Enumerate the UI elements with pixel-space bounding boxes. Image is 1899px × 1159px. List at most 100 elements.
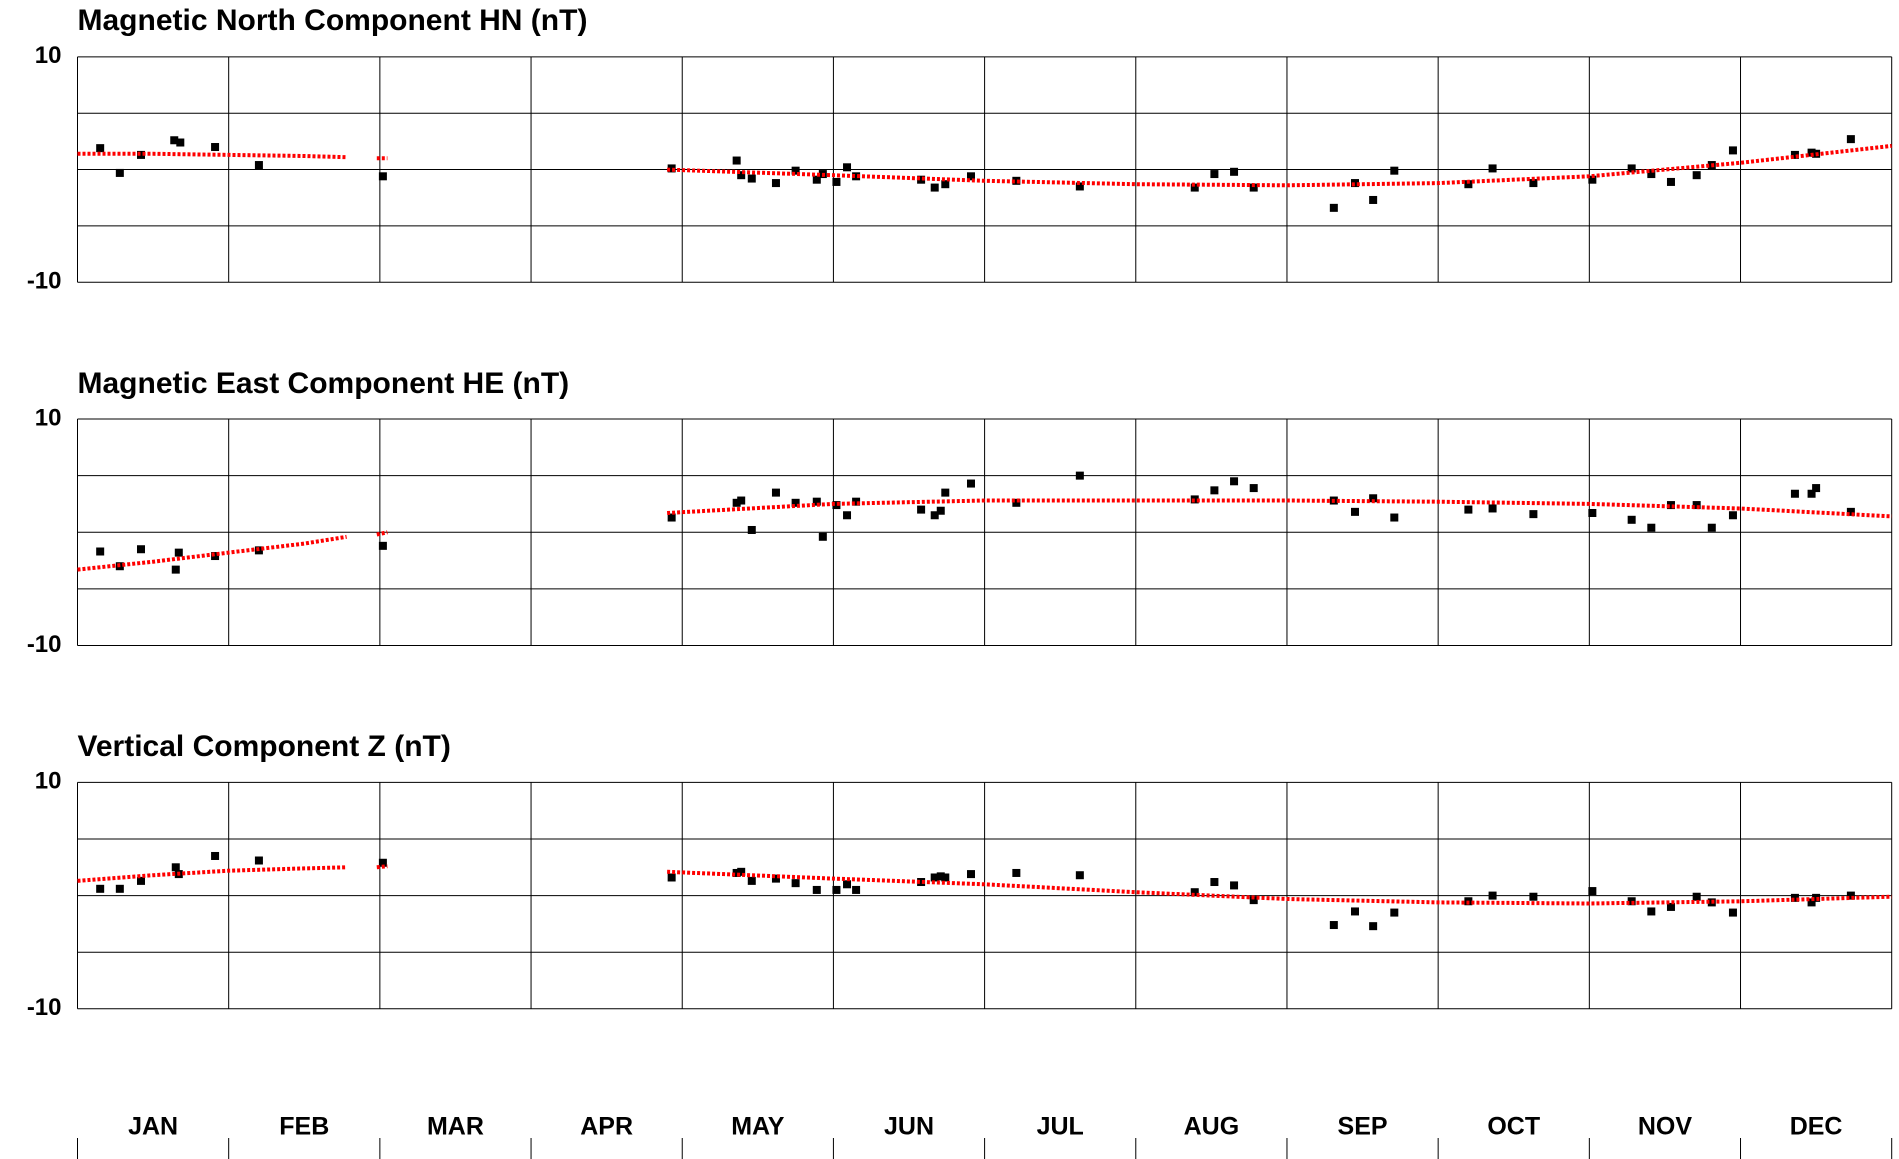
data-point: [791, 498, 800, 507]
data-point: [171, 565, 180, 574]
data-point: [936, 872, 945, 881]
data-point: [667, 513, 676, 522]
data-point: [843, 163, 852, 172]
data-point: [812, 497, 821, 506]
data-point: [1529, 510, 1538, 519]
data-point: [1210, 878, 1219, 887]
data-point: [771, 179, 780, 188]
data-point: [1728, 908, 1737, 917]
data-point: [1790, 489, 1799, 498]
data-point: [1846, 891, 1855, 900]
data-point: [1369, 195, 1378, 204]
data-point: [1588, 175, 1597, 184]
data-point: [667, 873, 676, 882]
data-point: [1647, 170, 1656, 179]
data-point: [1230, 881, 1239, 890]
y-tick-label: 10: [35, 404, 62, 431]
data-point: [115, 884, 124, 893]
y-tick-label: -10: [27, 994, 62, 1021]
data-point: [1790, 150, 1799, 159]
data-point: [1707, 523, 1716, 532]
data-point: [171, 863, 180, 872]
y-tick-label: 10: [35, 768, 62, 795]
data-point: [1390, 908, 1399, 917]
data-point: [1075, 871, 1084, 880]
data-point: [1627, 515, 1636, 524]
data-point: [170, 136, 179, 145]
data-point: [1692, 892, 1701, 901]
data-point: [1666, 501, 1675, 510]
data-point: [1488, 164, 1497, 173]
data-point: [1390, 166, 1399, 175]
data-point: [1210, 486, 1219, 495]
x-tick-label: JAN: [128, 1113, 178, 1141]
data-point: [747, 876, 756, 885]
data-point: [1728, 511, 1737, 520]
data-point: [1190, 183, 1199, 192]
data-point: [1846, 507, 1855, 516]
x-tick-label: DEC: [1790, 1113, 1843, 1141]
data-point: [852, 497, 861, 506]
data-point: [1329, 203, 1338, 212]
data-point: [747, 174, 756, 183]
data-point: [1488, 504, 1497, 513]
data-point: [917, 175, 926, 184]
data-point: [732, 498, 741, 507]
data-point: [941, 873, 950, 882]
data-point: [1329, 921, 1338, 930]
data-point: [1807, 148, 1816, 157]
data-point: [1075, 471, 1084, 480]
data-point: [1647, 907, 1656, 916]
data-point: [771, 874, 780, 883]
data-point: [1190, 888, 1199, 897]
data-point: [930, 183, 939, 192]
data-point: [1666, 902, 1675, 911]
data-point: [96, 547, 105, 556]
data-point: [812, 175, 821, 184]
data-point: [1812, 893, 1821, 902]
data-point: [818, 532, 827, 541]
data-point: [941, 180, 950, 189]
data-point: [732, 868, 741, 877]
data-point: [1249, 896, 1258, 905]
data-point: [1075, 182, 1084, 191]
chart-title: Magnetic North Component HN (nT): [78, 4, 588, 37]
data-point: [96, 884, 105, 893]
data-point: [966, 172, 975, 181]
data-point: [1249, 183, 1258, 192]
y-tick-label: -10: [27, 631, 62, 658]
trend-line: [77, 498, 1892, 572]
data-point: [1464, 505, 1473, 514]
data-point: [812, 885, 821, 894]
data-point: [667, 164, 676, 173]
data-point: [136, 150, 145, 159]
chart-title: Magnetic East Component HE (nT): [78, 367, 570, 400]
data-point: [1692, 501, 1701, 510]
x-tick-label: MAY: [731, 1113, 785, 1141]
y-tick-label: 10: [35, 42, 62, 69]
data-point: [1369, 494, 1378, 503]
data-point: [1588, 508, 1597, 517]
data-point: [832, 501, 841, 510]
data-point: [1230, 477, 1239, 486]
data-point: [966, 479, 975, 488]
data-point: [917, 878, 926, 887]
data-point: [1350, 907, 1359, 916]
x-tick-label: AUG: [1184, 1113, 1240, 1141]
data-point: [1728, 146, 1737, 155]
data-point: [737, 496, 746, 505]
data-point: [254, 161, 263, 170]
data-point: [1627, 164, 1636, 173]
data-point: [737, 171, 746, 180]
data-point: [852, 885, 861, 894]
data-point: [1012, 868, 1021, 877]
data-point: [1350, 179, 1359, 188]
data-point: [1210, 170, 1219, 179]
y-tick-label: -10: [27, 268, 62, 295]
data-point: [254, 856, 263, 865]
data-point: [1464, 180, 1473, 189]
data-point: [211, 851, 220, 860]
data-point: [1390, 513, 1399, 522]
data-point: [378, 541, 387, 550]
data-point: [732, 156, 741, 165]
